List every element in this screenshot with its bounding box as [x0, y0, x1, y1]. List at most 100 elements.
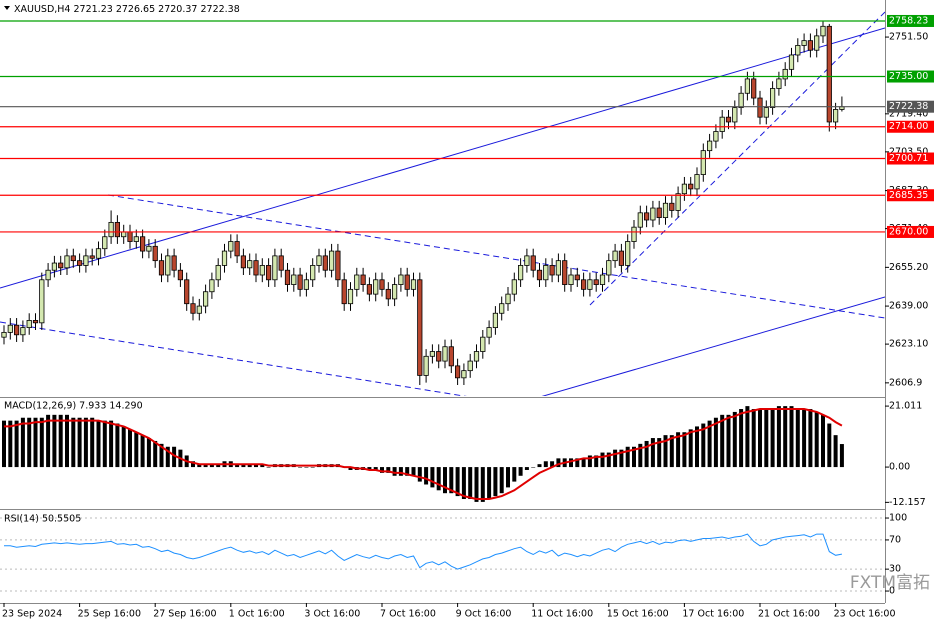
- candle-body: [303, 279, 310, 290]
- macd-bar: [569, 458, 573, 468]
- macd-bar: [77, 417, 82, 468]
- macd-bar: [140, 435, 145, 468]
- candle-body: [133, 236, 139, 242]
- candle-body: [247, 260, 253, 269]
- macd-bar: [146, 438, 151, 468]
- macd-bar: [506, 467, 510, 488]
- candle-body: [480, 336, 486, 352]
- macd-bar: [606, 452, 611, 468]
- macd-bar: [52, 414, 57, 468]
- macd-bar: [203, 464, 208, 468]
- macd-bar: [134, 432, 139, 468]
- macd-bar: [726, 414, 731, 468]
- level-label: 2685.35: [889, 190, 928, 201]
- macd-bar: [638, 443, 643, 468]
- candle-body: [637, 212, 643, 228]
- macd-bar: [310, 467, 315, 468]
- candle-body: [681, 183, 688, 195]
- macd-bar: [524, 467, 529, 470]
- macd-bar: [411, 467, 416, 476]
- series-line: [4, 408, 843, 500]
- macd-bar: [713, 417, 718, 468]
- candle-body: [221, 250, 228, 266]
- menu-arrow: [4, 6, 10, 10]
- header-value: 2722.38: [200, 4, 239, 15]
- candle-body: [152, 245, 158, 262]
- candle-body: [549, 265, 555, 276]
- candle-body: [20, 327, 26, 336]
- macd-bar: [348, 467, 353, 470]
- macd-bar: [260, 464, 265, 468]
- macd-bar: [241, 464, 246, 468]
- macd-bar: [821, 414, 825, 468]
- macd-bar: [449, 467, 454, 494]
- candle-body: [341, 279, 347, 305]
- macd-bar: [613, 449, 618, 468]
- candle-body: [272, 255, 278, 281]
- candle-body: [366, 284, 373, 295]
- macd-bar: [625, 446, 630, 468]
- candle-body: [669, 202, 675, 211]
- macd-bar: [247, 464, 252, 468]
- macd-bar: [39, 417, 44, 468]
- candle-body: [32, 320, 39, 324]
- candle-body: [391, 284, 398, 300]
- candle-body: [751, 78, 757, 99]
- macd-bar: [455, 467, 460, 497]
- candle-body: [826, 25, 832, 123]
- candle-body: [486, 327, 492, 338]
- candle-body: [58, 262, 64, 269]
- panel-title: MACD(12,26,9) 7.933 14.290: [4, 401, 143, 412]
- candle-body: [467, 360, 473, 372]
- candle-body: [45, 269, 51, 281]
- candle-body: [593, 279, 599, 285]
- macd-bar: [115, 423, 120, 468]
- candle-body: [196, 305, 202, 314]
- macd-bar: [298, 467, 303, 468]
- trendline: [541, 296, 885, 396]
- candle-body: [763, 107, 769, 118]
- candle-body: [404, 274, 410, 290]
- x-tick-label: 1 Oct 16:00: [229, 609, 285, 620]
- macd-bar: [833, 435, 838, 468]
- candle-body: [732, 107, 738, 123]
- candle-body: [209, 279, 215, 293]
- candle-body: [297, 274, 303, 290]
- macd-bar: [197, 464, 202, 468]
- macd-bar: [493, 467, 498, 497]
- macd-bar: [619, 449, 624, 468]
- macd-bar: [695, 426, 699, 468]
- candle-body: [322, 255, 328, 271]
- level-label-box: [887, 14, 934, 27]
- y-tick-label: 2719.40: [889, 108, 928, 119]
- candle-body: [1, 331, 7, 338]
- macd-bar: [468, 467, 473, 500]
- candle-body: [618, 250, 625, 266]
- candle-body: [278, 255, 284, 271]
- macd-bar: [27, 417, 32, 468]
- candle-body: [215, 265, 221, 281]
- candle-body: [423, 355, 429, 376]
- x-tick-label: 15 Oct 16:00: [607, 609, 669, 620]
- macd-bar: [96, 420, 101, 468]
- macd-bar: [373, 467, 378, 470]
- candle-body: [694, 174, 700, 190]
- candle-body: [568, 274, 574, 285]
- macd-bar: [417, 467, 422, 482]
- level-label: 2722.38: [889, 101, 928, 112]
- candle-body: [473, 351, 480, 362]
- candle-body: [121, 231, 127, 238]
- macd-bar: [537, 464, 542, 468]
- candle-body: [310, 265, 316, 281]
- macd-bar: [556, 458, 561, 468]
- macd-bar: [90, 417, 95, 468]
- x-tick-label: 23 Oct 16:00: [834, 609, 896, 620]
- level-label-box: [887, 70, 934, 83]
- macd-bar: [657, 438, 662, 468]
- candle-body: [177, 269, 183, 281]
- macd-bar: [20, 417, 25, 468]
- level-label: 2670.00: [889, 226, 928, 237]
- candle-body: [77, 260, 83, 266]
- candle-body: [454, 365, 461, 379]
